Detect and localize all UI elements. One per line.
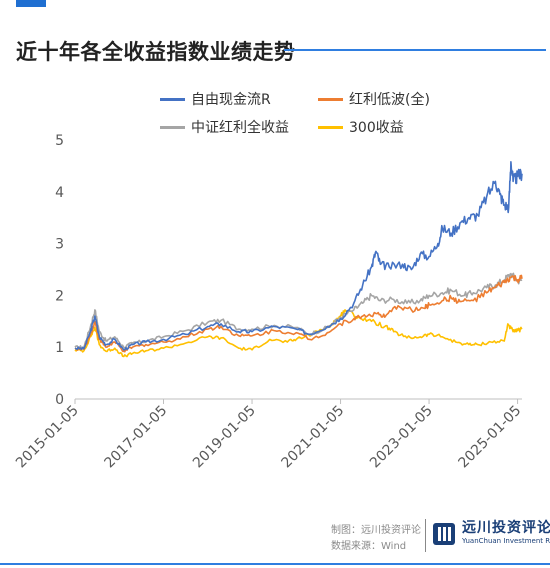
line-chart: 0 1 2 3 4 5 2015-01-05 2017-01-05 2019-01-05 2021…: [13, 133, 525, 472]
legend-item-dividend: 中证红利全收益: [160, 117, 289, 137]
y-tick-label: 2: [55, 288, 64, 304]
footer-maker: 制图：远川投资评论: [331, 525, 421, 536]
footer-divider: [425, 519, 426, 552]
legend-label-csi300: 300收益: [349, 120, 404, 136]
legend-label-low-vol: 红利低波(全): [349, 92, 430, 108]
y-tick-label: 4: [55, 185, 64, 201]
legend-label-fcf: 自由现金流R: [191, 92, 271, 108]
x-tick-label: 2015-01-05: [13, 403, 82, 472]
legend-item-fcf: 自由现金流R: [160, 89, 271, 109]
brand-name-cn: 远川投资评论: [462, 520, 550, 536]
footer-source: 数据来源：Wind: [331, 541, 407, 552]
bottom-rule: [0, 563, 550, 565]
legend-label-dividend: 中证红利全收益: [191, 120, 289, 136]
chart-title: 近十年各全收益指数业绩走势: [16, 40, 296, 64]
y-tick-label: 1: [55, 340, 64, 356]
title-divider: [284, 49, 546, 51]
top-accent-bar: [16, 0, 46, 7]
brand-name-en: YuanChuan Investment Review: [462, 537, 550, 545]
legend-swatch-low-vol: [318, 97, 343, 101]
legend-swatch-dividend: [160, 125, 185, 129]
legend-swatch-fcf: [160, 97, 185, 101]
brand-logo: 远川投资评论 YuanChuan Investment Review: [432, 521, 550, 546]
series-line-0: [74, 161, 523, 351]
y-tick-label: 3: [55, 237, 64, 253]
y-tick-label: 0: [55, 392, 64, 408]
y-tick-label: 5: [55, 133, 64, 149]
legend-item-low-vol: 红利低波(全): [318, 89, 430, 109]
x-tick-label: 2021-01-05: [279, 403, 348, 472]
x-tick-label: 2023-01-05: [367, 403, 436, 472]
x-tick-label: 2017-01-05: [101, 403, 170, 472]
legend-item-csi300: 300收益: [318, 117, 404, 137]
x-tick-label: 2025-01-05: [456, 403, 525, 472]
legend-swatch-csi300: [318, 125, 343, 129]
brand-mark-icon: [433, 522, 455, 545]
x-tick-label: 2019-01-05: [190, 403, 259, 472]
